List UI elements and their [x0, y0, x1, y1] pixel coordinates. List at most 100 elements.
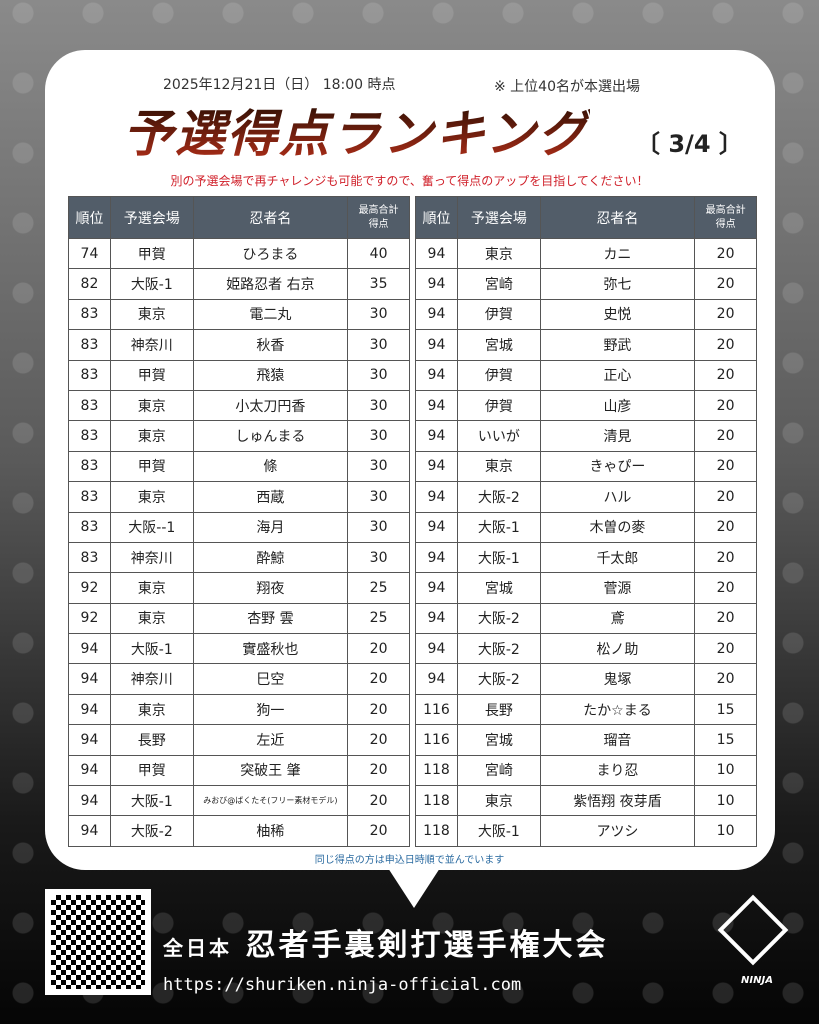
rank-cell: 94 — [415, 511, 458, 543]
rank-cell: 94 — [68, 724, 111, 756]
venue-cell: 大阪-1 — [456, 511, 541, 543]
table-row: 92 東京 杏野 雲 25 — [68, 602, 410, 635]
venue-cell: 伊賀 — [456, 389, 541, 422]
score-cell: 30 — [347, 359, 410, 391]
rank-cell: 94 — [415, 541, 458, 574]
score-cell: 20 — [694, 511, 757, 543]
venue-cell: 大阪-1 — [456, 541, 541, 574]
table-row: 94 宮城 野武 20 — [415, 329, 757, 361]
ninja-name-cell: 翔夜 — [192, 572, 349, 604]
venue-cell: 甲賀 — [109, 237, 194, 270]
venue-cell: 東京 — [109, 389, 194, 422]
rank-cell: 94 — [68, 754, 111, 787]
speech-bubble-tail — [388, 868, 440, 908]
table-row: 94 大阪-1 みおび@ばくたそ(フリー素材モデル) 20 — [68, 785, 410, 817]
venue-cell: 宮城 — [456, 724, 541, 756]
venue-cell: 東京 — [109, 602, 194, 635]
rank-cell: 94 — [415, 359, 458, 391]
ninja-name-cell: 正心 — [539, 359, 696, 391]
rank-cell: 94 — [415, 389, 458, 422]
website-link[interactable]: https://shuriken.ninja-official.com — [163, 975, 522, 995]
rank-cell: 83 — [68, 298, 111, 331]
ninja-name-cell: 杏野 雲 — [192, 602, 349, 635]
table-row: 94 伊賀 史悦 20 — [415, 298, 757, 331]
score-cell: 20 — [347, 693, 410, 726]
table-row: 118 東京 紫悟翔 夜芽盾 10 — [415, 785, 757, 817]
ninja-name-cell: 西蔵 — [192, 481, 349, 513]
logo-text: NINJA — [741, 975, 773, 986]
rank-cell: 83 — [68, 541, 111, 574]
table-row: 94 大阪-1 實盛秋也 20 — [68, 633, 410, 665]
rank-cell: 83 — [68, 511, 111, 543]
qr-code[interactable] — [45, 889, 151, 995]
table-row: 94 大阪-1 千太郎 20 — [415, 541, 757, 574]
table-row: 83 甲賀條 30 — [68, 450, 410, 483]
venue-cell: 大阪-2 — [109, 815, 194, 847]
ninja-name-cell: 巳空 — [192, 663, 349, 695]
column-header: 予選会場 — [109, 196, 194, 239]
subtitle: 別の予選会場で再チャレンジも可能ですので、奮って得点のアップを目指してください！ — [170, 174, 649, 188]
venue-cell: 大阪-2 — [456, 633, 541, 665]
table-row: 83 東京 西蔵 30 — [68, 481, 410, 513]
venue-cell: 東京 — [109, 693, 194, 726]
ninja-name-cell: 瑠音 — [539, 724, 696, 756]
table-row: 83 大阪--1 海月 30 — [68, 511, 410, 543]
rank-cell: 94 — [415, 481, 458, 513]
rank-cell: 94 — [415, 268, 458, 300]
table-row: 94 伊賀 山彦 20 — [415, 389, 757, 422]
page-indicator: 〔 3/4 〕 — [636, 130, 743, 158]
ninja-name-cell: きゃぴー — [539, 450, 696, 483]
ninja-name-cell: 鬼塚 — [539, 663, 696, 695]
ninja-name-cell: 千太郎 — [539, 541, 696, 574]
venue-cell: 大阪--1 — [109, 511, 194, 543]
score-cell: 20 — [694, 420, 757, 452]
score-cell: 20 — [347, 754, 410, 787]
venue-cell: 神奈川 — [109, 663, 194, 695]
column-header: 予選会場 — [456, 196, 541, 239]
table-row: 83 神奈川 酔鯨 30 — [68, 541, 410, 574]
venue-cell: 大阪-1 — [109, 785, 194, 817]
score-cell: 15 — [694, 693, 757, 726]
score-cell: 30 — [347, 511, 410, 543]
venue-cell: 宮崎 — [456, 754, 541, 787]
table-row: 116 長野 たか☆まる 15 — [415, 693, 757, 726]
rank-cell: 118 — [415, 754, 458, 787]
table-row: 118 宮崎 まり忍 10 — [415, 754, 757, 787]
ninja-name-cell: 實盛秋也 — [192, 633, 349, 665]
venue-cell: 大阪-1 — [109, 268, 194, 300]
rank-cell: 74 — [68, 237, 111, 270]
venue-cell: 神奈川 — [109, 329, 194, 361]
score-cell: 20 — [694, 663, 757, 695]
column-header: 最高合計 得点 — [694, 196, 757, 239]
rank-cell: 118 — [415, 785, 458, 817]
rank-cell: 94 — [68, 785, 111, 817]
table-header-row: 順位 予選会場 忍者名 最高合計 得点 — [68, 196, 410, 239]
ninja-name-cell: 海月 — [192, 511, 349, 543]
rank-cell: 94 — [415, 633, 458, 665]
score-cell: 30 — [347, 389, 410, 422]
score-cell: 15 — [694, 724, 757, 756]
table-row: 94 東京 カニ 20 — [415, 237, 757, 270]
venue-cell: 東京 — [456, 450, 541, 483]
rank-cell: 94 — [415, 572, 458, 604]
venue-cell: 東京 — [456, 785, 541, 817]
ninja-name-cell: 小太刀円香 — [192, 389, 349, 422]
ninja-name-cell: 鳶 — [539, 602, 696, 635]
venue-cell: 神奈川 — [109, 541, 194, 574]
update-date: 2025年12月21日（日） 18:00 時点 — [163, 77, 396, 93]
ninja-name-cell: みおび@ばくたそ(フリー素材モデル) — [192, 785, 349, 817]
table-row: 94 大阪-2 ハル 20 — [415, 481, 757, 513]
score-cell: 30 — [347, 298, 410, 331]
score-cell: 30 — [347, 450, 410, 483]
ninja-name-cell: 條 — [192, 450, 349, 483]
column-header: 最高合計 得点 — [347, 196, 410, 239]
score-cell: 10 — [694, 754, 757, 787]
score-cell: 30 — [347, 541, 410, 574]
score-cell: 20 — [694, 450, 757, 483]
rank-cell: 116 — [415, 693, 458, 726]
rank-cell: 94 — [415, 420, 458, 452]
score-cell: 20 — [694, 237, 757, 270]
ninja-name-cell: 松ノ助 — [539, 633, 696, 665]
score-cell: 25 — [347, 572, 410, 604]
ranking-table-right: 順位 予選会場 忍者名 最高合計 得点 94 東京 カニ 20 94 宮崎 弥七 20 94 伊賀 史悦 20 9… — [415, 196, 757, 847]
